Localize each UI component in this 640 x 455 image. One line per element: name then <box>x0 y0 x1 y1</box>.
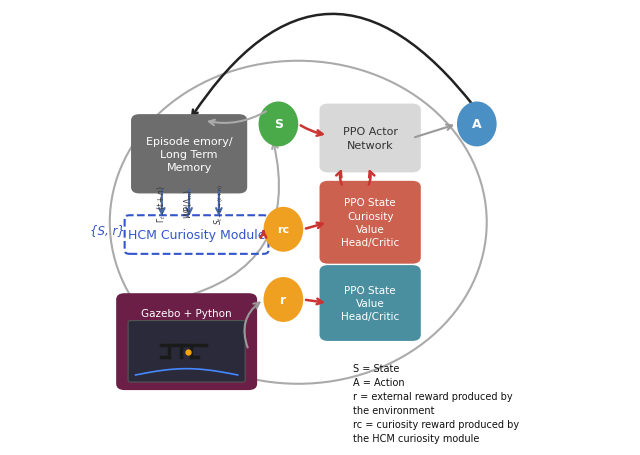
FancyBboxPatch shape <box>117 294 256 389</box>
Text: A: A <box>472 118 482 131</box>
Ellipse shape <box>259 102 298 147</box>
Ellipse shape <box>457 102 497 147</box>
Ellipse shape <box>264 207 303 252</box>
Ellipse shape <box>264 278 303 322</box>
Text: r: r <box>280 293 287 306</box>
Text: S = State
A = Action
r = external reward produced by
the environment
rc = curios: S = State A = Action r = external reward… <box>353 363 519 443</box>
Text: $WP(\Lambda_m)$: $WP(\Lambda_m)$ <box>183 188 195 218</box>
Text: {S, r}: {S, r} <box>90 223 125 236</box>
FancyBboxPatch shape <box>128 321 245 382</box>
FancyBboxPatch shape <box>321 267 420 340</box>
FancyBboxPatch shape <box>132 116 246 193</box>
Text: Gazebo + Python
Environment: Gazebo + Python Environment <box>141 308 232 330</box>
Text: PPO State
Value
Head/Critic: PPO State Value Head/Critic <box>341 285 399 322</box>
Text: $\Gamma_{t-}(t+n)$: $\Gamma_{t-}(t+n)$ <box>156 185 168 222</box>
FancyBboxPatch shape <box>321 182 420 263</box>
FancyBboxPatch shape <box>321 106 420 172</box>
Text: PPO Actor
Network: PPO Actor Network <box>342 127 397 150</box>
Text: PPO State
Curiosity
Value
Head/Critic: PPO State Curiosity Value Head/Critic <box>341 198 399 248</box>
Text: Episode emory/
Long Term
Memory: Episode emory/ Long Term Memory <box>146 136 232 172</box>
Text: HCM Curiosity Module: HCM Curiosity Module <box>128 228 266 242</box>
Text: rc: rc <box>277 225 289 235</box>
Text: S: S <box>274 118 283 131</box>
Text: $S_{t-n\rightarrow(t+n)}$: $S_{t-n\rightarrow(t+n)}$ <box>212 183 226 224</box>
